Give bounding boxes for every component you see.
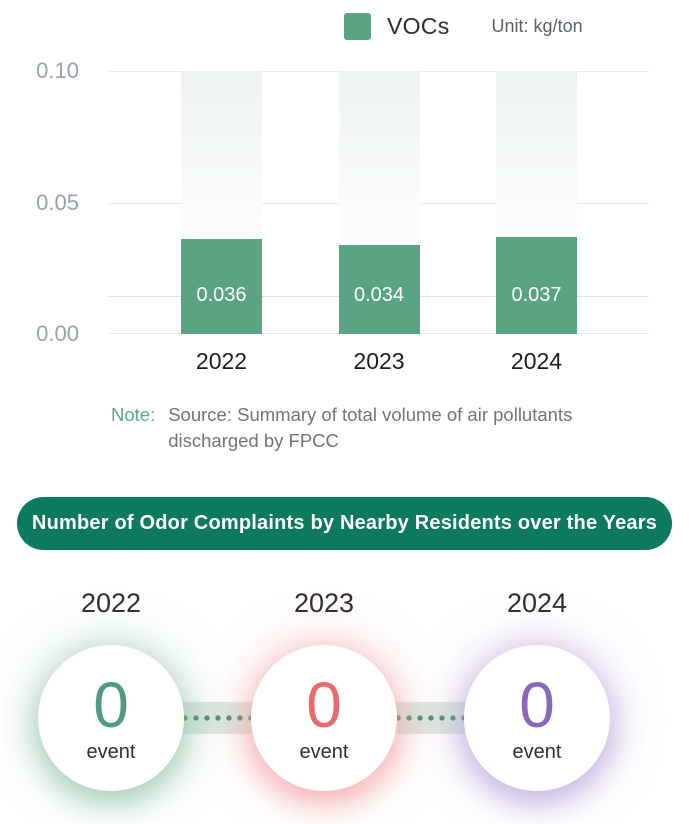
complaint-unit: event bbox=[86, 740, 136, 763]
note-label: Note: bbox=[111, 404, 156, 425]
complaint-year: 2023 bbox=[293, 588, 355, 619]
bar-2022: 0.036 bbox=[181, 239, 262, 334]
y-tick: 0.00 bbox=[36, 321, 79, 346]
bar-2023: 0.034 bbox=[338, 244, 420, 334]
plot-area: 0.036 0.034 0.037 bbox=[109, 71, 649, 334]
complaint-group-2023: 2023 0 event bbox=[251, 588, 397, 792]
complaint-count: 0 bbox=[519, 668, 555, 741]
unit-label: Unit: kg/ton bbox=[491, 16, 583, 36]
bar-value-label: 0.036 bbox=[196, 284, 247, 306]
bar-2024: 0.037 bbox=[496, 236, 577, 334]
bar-value-label: 0.037 bbox=[511, 284, 562, 306]
y-tick: 0.10 bbox=[36, 58, 79, 83]
note-text: Source: Summary of total volume of air p… bbox=[168, 404, 573, 451]
chart-legend: VOCs Unit: kg/ton bbox=[344, 13, 689, 40]
odor-complaints-timeline: 2022 0 event 2023 0 event 2024 0 event bbox=[0, 588, 689, 792]
complaint-year: 2024 bbox=[506, 588, 568, 619]
y-axis: 0.10 0.05 0.00 bbox=[0, 58, 109, 346]
complaint-unit: event bbox=[299, 740, 349, 763]
legend-swatch-icon bbox=[344, 13, 371, 40]
complaint-count: 0 bbox=[93, 668, 129, 741]
y-tick: 0.05 bbox=[36, 189, 79, 215]
connector-dots bbox=[389, 702, 473, 735]
complaint-unit: event bbox=[512, 740, 562, 763]
x-axis-label: 2023 bbox=[353, 348, 405, 374]
bar-columns: 0.036 0.034 0.037 bbox=[109, 71, 649, 334]
x-axis-label: 2022 bbox=[195, 348, 248, 374]
complaint-group-2022: 2022 0 event bbox=[38, 588, 184, 792]
complaint-year: 2022 bbox=[80, 588, 142, 619]
connector-dotted-line bbox=[389, 702, 473, 735]
complaint-circle: 0 event bbox=[38, 645, 184, 792]
complaint-group-2024: 2024 0 event bbox=[464, 588, 610, 792]
bar-column: 0.037 bbox=[496, 71, 577, 334]
section-banner-title: Number of Odor Complaints by Nearby Resi… bbox=[31, 512, 658, 535]
bar-value-label: 0.034 bbox=[353, 284, 405, 306]
x-axis: 2022 2023 2024 bbox=[109, 348, 649, 375]
complaint-count: 0 bbox=[306, 668, 342, 741]
legend-series-label: VOCs bbox=[387, 13, 450, 39]
connector-dotted-line bbox=[176, 702, 260, 735]
section-banner: Number of Odor Complaints by Nearby Resi… bbox=[17, 497, 672, 551]
vocs-bar-chart: 0.10 0.05 0.00 0.036 0.034 bbox=[0, 58, 689, 346]
bar-column: 0.034 bbox=[338, 71, 420, 334]
source-note: Note: Source: Summary of total volume of… bbox=[111, 402, 689, 453]
connector-dots bbox=[176, 702, 260, 735]
bar-column: 0.036 bbox=[181, 71, 262, 334]
complaint-circle: 0 event bbox=[464, 645, 610, 792]
complaint-circle: 0 event bbox=[251, 645, 397, 792]
x-axis-label: 2024 bbox=[510, 348, 563, 374]
